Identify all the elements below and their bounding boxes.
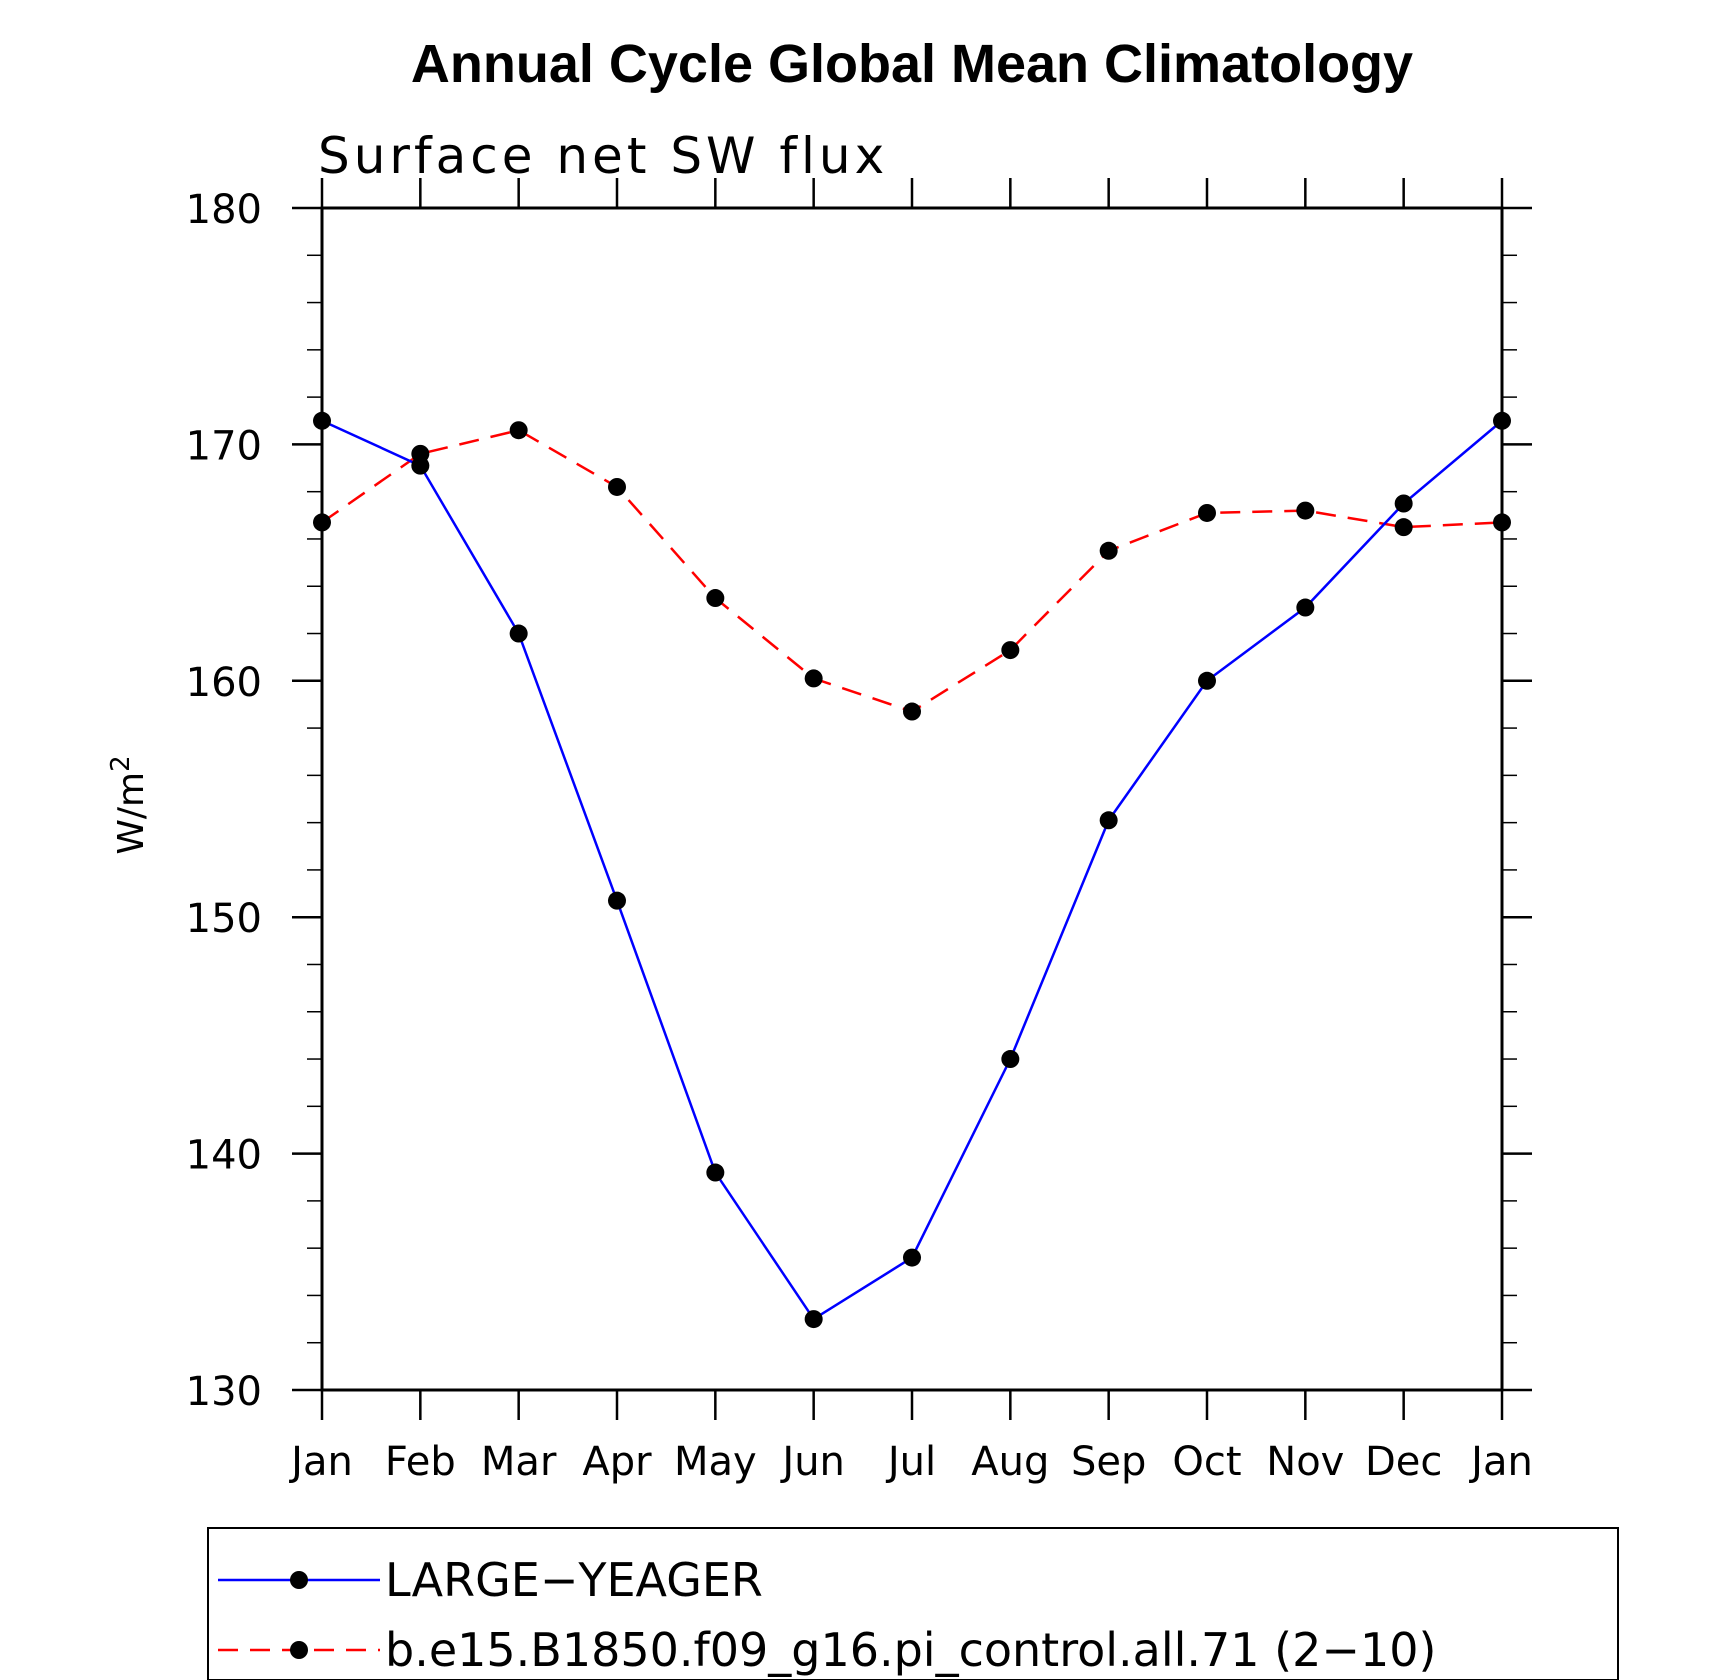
x-tick-label: Mar xyxy=(481,1439,557,1485)
x-tick-label: Jul xyxy=(885,1439,936,1485)
x-tick-label: Dec xyxy=(1365,1439,1442,1485)
series-line-0 xyxy=(321,419,1503,1321)
series-0-point xyxy=(1198,671,1216,690)
series-1-point xyxy=(411,444,430,463)
series-1-point xyxy=(608,477,626,496)
series-line-1 xyxy=(321,428,1503,713)
series-1-point xyxy=(1198,503,1216,522)
series-0-point xyxy=(706,1163,725,1182)
axes: 130 140 150 160 170 180 Jan Feb Mar Apr May Jun Jul A… xyxy=(186,178,1533,1485)
legend-label-1: b.e15.B1850.f09_g16.pi_control.all.71 (2… xyxy=(385,1623,1436,1677)
y-axis-label: W/m2 xyxy=(106,755,152,854)
legend: LARGE−YEAGER b.e15.B1850.f09_g16.pi_contr… xyxy=(207,1527,1619,1680)
y-tick-label: 140 xyxy=(186,1133,262,1179)
x-tick-label: Oct xyxy=(1172,1439,1241,1485)
series-1-point xyxy=(509,421,528,440)
chart-subtitle: Surface net SW flux xyxy=(318,127,888,185)
series-0-point xyxy=(804,1310,823,1329)
series-0-point xyxy=(509,624,528,643)
series-0-point xyxy=(1001,1050,1020,1069)
series-1-point xyxy=(1394,518,1413,537)
series-0-point xyxy=(313,411,331,430)
series-1-point xyxy=(1001,641,1020,660)
y-tick-label: 150 xyxy=(186,896,262,942)
legend-items: LARGE−YEAGER b.e15.B1850.f09_g16.pi_contr… xyxy=(218,1553,1436,1677)
y-axis-label-base: W/m xyxy=(111,772,152,855)
y-axis-label-superscript: 2 xyxy=(106,755,136,772)
series-0-point xyxy=(1493,411,1511,430)
x-tick-label: Jan xyxy=(288,1439,353,1485)
x-tick-label: Apr xyxy=(582,1439,652,1485)
series-0-point xyxy=(1394,494,1413,513)
series-1-point xyxy=(1296,501,1315,520)
y-tick-label: 170 xyxy=(186,423,262,469)
series-1-point xyxy=(804,669,823,688)
legend-marker-0 xyxy=(290,1571,308,1589)
x-tick-label: Aug xyxy=(971,1439,1049,1485)
plot-frame xyxy=(320,206,1504,1392)
data-series xyxy=(313,411,1511,1329)
legend-box xyxy=(207,1527,1619,1680)
series-1-point xyxy=(706,589,725,608)
x-tick-label: Feb xyxy=(385,1439,456,1485)
y-tick-label: 180 xyxy=(186,187,262,233)
y-tick-label: 130 xyxy=(186,1369,262,1415)
legend-label-0: LARGE−YEAGER xyxy=(385,1553,763,1607)
series-1-point xyxy=(1099,541,1118,560)
series-0-point xyxy=(1099,811,1118,830)
series-0-point xyxy=(903,1248,921,1267)
series-0-point xyxy=(1296,598,1315,617)
legend-marker-1 xyxy=(290,1641,308,1659)
series-0-point xyxy=(608,891,626,910)
x-tick-label: Nov xyxy=(1266,1439,1344,1485)
chart-title: Annual Cycle Global Mean Climatology xyxy=(411,34,1413,94)
y-tick-label: 160 xyxy=(186,660,262,706)
x-tick-label: Jun xyxy=(779,1439,845,1485)
x-tick-label: Sep xyxy=(1071,1439,1146,1485)
x-tick-label: Jan xyxy=(1468,1439,1533,1485)
x-tick-label: May xyxy=(674,1439,757,1485)
series-1-point xyxy=(313,513,331,532)
series-1-point xyxy=(903,702,921,721)
series-1-point xyxy=(1493,513,1511,532)
